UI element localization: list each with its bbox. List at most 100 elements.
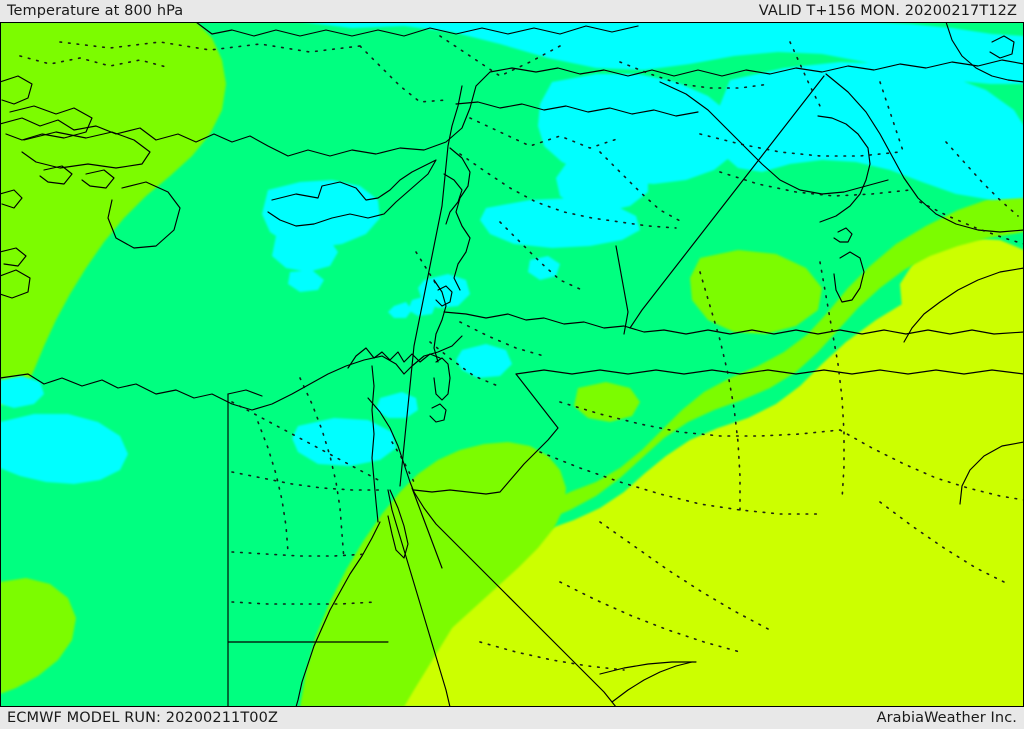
island-qatar <box>833 251 865 303</box>
band-yellow-green-transition <box>366 252 1024 707</box>
admin-dotted-saudi-e <box>819 261 845 501</box>
border-saudi-yemen <box>599 661 697 675</box>
border-jordan-saudi-zigzag <box>413 373 559 495</box>
header-bar: Temperature at 800 hPa VALID T+156 MON. … <box>0 0 1024 22</box>
admin-dotted-levant-a <box>415 251 437 285</box>
coastline-gulf-of-aqaba <box>411 487 443 569</box>
admin-dotted-iran-b <box>919 201 1024 245</box>
band-cyan-syria-small <box>528 256 560 280</box>
band-cyan-cyprus-south <box>272 232 338 272</box>
band-cyan-libya-patch <box>0 376 44 408</box>
coastline-kuwait <box>817 115 871 223</box>
coastline-black-sea <box>195 22 639 37</box>
band-cyan-sinai-north <box>292 418 396 466</box>
coastline-sw-arabia <box>611 661 693 703</box>
admin-dotted-egypt-f <box>257 421 289 553</box>
footer-bar: ECMWF MODEL RUN: 20200211T00Z ArabiaWeat… <box>0 707 1024 729</box>
band-chartreuse-aegean <box>0 22 226 406</box>
temperature-field-svg <box>0 22 1024 707</box>
admin-dotted-turkey-d <box>619 61 771 89</box>
border-syria-iraq <box>659 81 889 195</box>
admin-dotted-syria-b <box>459 153 677 229</box>
water-dead-sea <box>433 357 451 401</box>
coastline-caspian-edge <box>989 35 1015 59</box>
band-cyan-anatolia-b <box>938 46 972 72</box>
coastline-anatolia-south <box>0 59 1024 157</box>
border-syria-turkey <box>455 101 699 117</box>
coastline-sinai <box>387 489 409 559</box>
river-nile <box>371 365 379 523</box>
coastline-levant <box>399 85 463 487</box>
admin-dotted-syria-a <box>469 117 621 149</box>
admin-dotted-egypt-d <box>231 551 369 557</box>
band-cyan-cyprus-sw <box>288 270 324 292</box>
water-sea-of-galilee <box>435 285 453 307</box>
island-small-a <box>0 189 23 209</box>
border-jordan-iraq <box>629 75 825 329</box>
admin-dotted-syria-d <box>599 151 683 223</box>
admin-dotted-saudi-f <box>879 501 1009 585</box>
border-syria-lebanon <box>449 147 471 291</box>
border-israel-east <box>433 279 447 363</box>
band-cyan-iraq <box>716 62 1024 200</box>
border-libya-egypt-north <box>227 389 263 397</box>
coastline-greece-b <box>5 105 93 141</box>
band-chartreuse-n-saudi-patch <box>690 250 822 334</box>
coastline-saudi-red-sea <box>413 491 617 707</box>
coastline-red-sea-west <box>295 521 381 707</box>
provider-label: ArabiaWeather Inc. <box>876 710 1017 726</box>
border-iran <box>945 22 1024 83</box>
island-greek-b <box>81 169 115 189</box>
band-chartreuse-arabia <box>366 192 1024 707</box>
coastline-nile-delta <box>347 347 441 369</box>
admin-dotted-greece <box>19 55 171 69</box>
admin-dotted-saudi-g <box>839 429 1024 501</box>
band-cyan-cilicia <box>556 154 648 212</box>
band-cyan-cyprus <box>262 180 380 248</box>
border-egypt-israel <box>367 397 415 493</box>
map-canvas[interactable] <box>0 22 1024 707</box>
coastline-gulf-of-suez <box>387 489 451 707</box>
border-iraq-saudi <box>825 73 1024 233</box>
band-cyan-syria-strip <box>480 198 640 248</box>
model-run-label: ECMWF MODEL RUN: 20200211T00Z <box>7 710 278 726</box>
admin-dotted-egypt-c <box>231 471 383 491</box>
admin-dotted-jordan-b <box>429 341 499 387</box>
border-saudi-north <box>515 369 1024 375</box>
border-jordan-iraq-step <box>615 245 629 335</box>
island-bahrain <box>833 227 853 243</box>
band-cyan-levant-a <box>418 274 470 308</box>
band-cyan-levant-b <box>456 344 512 378</box>
border-lebanon-coast <box>443 173 463 225</box>
island-cyprus <box>267 159 437 227</box>
admin-dotted-iraq-a <box>699 133 901 157</box>
water-dead-sea-south <box>429 403 447 423</box>
border-uae-oman <box>959 441 1024 505</box>
band-cyan-black-sea <box>208 22 1024 84</box>
admin-dotted-iran-a <box>945 141 1019 217</box>
coastline-egypt-north <box>0 335 463 411</box>
border-jordan <box>443 311 1024 335</box>
admin-dotted-saudi-b <box>539 451 821 515</box>
band-chartreuse-sinai-hejaz <box>300 442 566 707</box>
valid-time-label: VALID T+156 MON. 20200217T12Z <box>758 3 1017 19</box>
coastline-greece-west <box>0 269 31 299</box>
band-chartreuse-west-edge <box>0 578 76 694</box>
band-cyan-nw-egypt <box>0 414 128 484</box>
admin-dotted-turkey-c <box>359 45 447 103</box>
admin-dotted-egypt-e <box>231 601 377 605</box>
band-chartreuse-small-a <box>574 382 640 422</box>
admin-dotted-turkey-e <box>789 41 821 107</box>
coastline-gulf-arabian <box>903 267 1024 343</box>
band-cyan-levant-e <box>388 302 412 318</box>
band-yellow-green-arabia <box>900 238 1024 336</box>
admin-dotted-saudi-c <box>599 521 771 631</box>
page-title: Temperature at 800 hPa <box>7 3 184 19</box>
island-greek-a <box>39 165 73 185</box>
island-small-b <box>0 247 27 267</box>
coastline-greece <box>0 75 33 105</box>
island-rhodes <box>107 181 181 249</box>
band-cyan-anatolia-a <box>892 38 936 68</box>
admin-dotted-syria-c <box>499 221 583 291</box>
